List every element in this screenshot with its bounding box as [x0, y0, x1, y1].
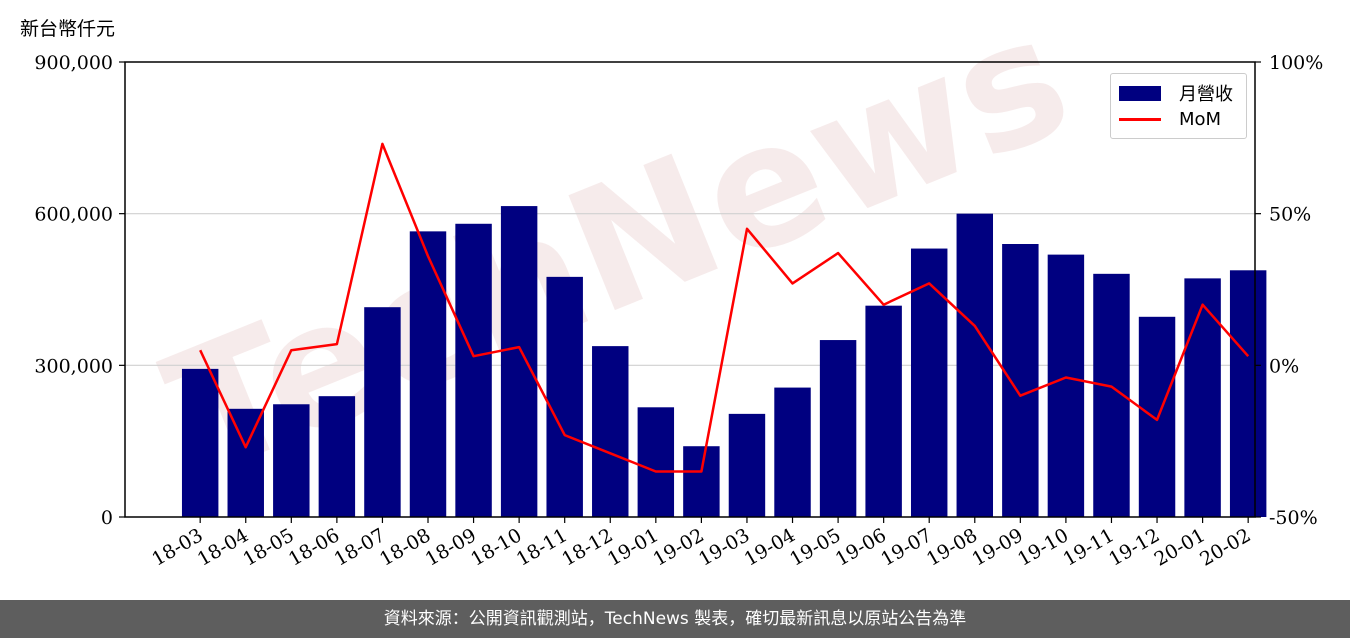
x-tick-label: 19-02: [649, 524, 707, 570]
x-tick-label: 18-09: [422, 524, 480, 570]
revenue-bar: [592, 346, 629, 517]
revenue-bar: [637, 407, 675, 517]
revenue-bar: [546, 276, 583, 517]
right-tick-label: 100%: [1269, 52, 1323, 74]
revenue-bar: [683, 446, 720, 517]
x-tick-label: 18-11: [513, 524, 571, 570]
x-tick-label: 19-06: [832, 524, 890, 570]
revenue-bar: [1229, 270, 1267, 517]
legend-item-mom: MoM: [1119, 108, 1221, 130]
left-tick-label: 300,000: [34, 355, 113, 377]
revenue-bar: [774, 387, 811, 517]
right-tick-label: -50%: [1269, 507, 1318, 529]
x-tick-label: 19-09: [968, 524, 1026, 570]
mom-line: [199, 142, 1250, 473]
x-tick-label: 19-10: [1014, 524, 1072, 570]
revenue-bar: [500, 206, 538, 518]
revenue-bar: [455, 223, 492, 517]
legend-bar-swatch: [1119, 85, 1161, 101]
x-tick-label: 18-05: [239, 524, 297, 570]
x-tick-label: 19-08: [923, 524, 981, 570]
revenue-bar: [273, 404, 310, 517]
x-tick-label: 18-07: [330, 524, 388, 570]
x-tick-label: 19-07: [877, 524, 935, 570]
x-tick-label: 18-08: [376, 524, 434, 570]
chart-legend: 月營收 MoM: [1110, 73, 1247, 139]
x-tick-label: 19-11: [1060, 524, 1118, 570]
legend-line-swatch: [1119, 117, 1161, 121]
legend-item-revenue: 月營收: [1119, 82, 1233, 105]
x-tick-label: 18-12: [558, 524, 616, 570]
x-tick-label: 19-03: [695, 524, 753, 570]
revenue-bar: [1047, 254, 1085, 517]
x-tick-label: 18-04: [194, 524, 252, 570]
x-tick-label: 19-05: [786, 524, 844, 570]
revenue-bar: [1002, 244, 1039, 517]
revenue-bar: [318, 396, 356, 517]
source-footer: 資料來源：公開資訊觀測站，TechNews 製表，確切最新訊息以原站公告為準: [0, 600, 1350, 638]
revenue-bar: [181, 368, 219, 517]
x-tick-label: 20-01: [1151, 524, 1209, 570]
left-tick-label: 600,000: [34, 204, 113, 226]
right-tick-label: 50%: [1269, 204, 1311, 226]
left-tick-label: 0: [101, 507, 113, 529]
revenue-bar: [956, 213, 994, 517]
x-tick-label: 20-02: [1196, 524, 1254, 570]
revenue-bar: [364, 307, 401, 517]
x-tick-label: 18-03: [148, 524, 206, 570]
revenue-bar: [728, 413, 766, 517]
x-tick-label: 18-10: [467, 524, 525, 570]
revenue-bar: [1184, 278, 1221, 517]
revenue-bar: [865, 305, 902, 517]
revenue-bar: [409, 231, 447, 517]
revenue-bar: [819, 340, 857, 517]
right-tick-label: 0%: [1269, 355, 1299, 377]
x-tick-label: 18-06: [285, 524, 343, 570]
x-tick-label: 19-04: [741, 524, 799, 570]
legend-label-revenue: 月營收: [1179, 84, 1233, 105]
plot-frame: [124, 61, 1256, 518]
revenue-chart: TechNews 0300,000600,000900,000-50%0%50%…: [34, 0, 1323, 571]
legend-label-mom: MoM: [1179, 108, 1222, 130]
x-tick-label: 19-12: [1105, 524, 1163, 570]
y-axis-unit-label: 新台幣仟元: [20, 18, 116, 40]
left-tick-label: 900,000: [34, 52, 113, 74]
revenue-bar: [227, 408, 264, 517]
x-tick-label: 19-01: [604, 524, 662, 570]
